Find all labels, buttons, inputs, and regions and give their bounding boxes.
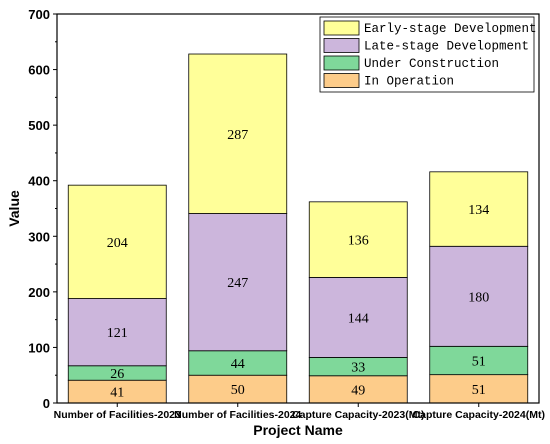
x-tick-label-2: Number of Facilities-2024 bbox=[174, 409, 301, 421]
bar-in-operation-4 bbox=[429, 374, 529, 404]
bar-late-stage-development-4 bbox=[429, 245, 529, 347]
legend-label-early-stage-development: Early-stage Development bbox=[364, 22, 537, 36]
y-tick-label-700: 700 bbox=[28, 7, 50, 22]
data-label-late-stage-development-1: 121 bbox=[107, 326, 128, 341]
y-tick-label-0: 0 bbox=[43, 396, 50, 411]
x-tick-label-4: Capture Capacity-2024(Mt) bbox=[413, 409, 545, 421]
bar-late-stage-development-1 bbox=[67, 298, 167, 367]
y-tick-label-500: 500 bbox=[28, 118, 50, 133]
legend-swatch-in-operation bbox=[323, 73, 360, 88]
data-label-in-operation-1: 41 bbox=[110, 386, 124, 401]
data-label-early-stage-development-3: 136 bbox=[348, 234, 369, 249]
legend-swatch-under-construction bbox=[323, 55, 360, 71]
x-tick-label-1: Number of Facilities-2023 bbox=[54, 409, 181, 421]
data-label-in-operation-4: 51 bbox=[472, 383, 486, 398]
bar-early-stage-development-1 bbox=[67, 184, 167, 299]
data-label-under-construction-1: 26 bbox=[110, 367, 124, 382]
bar-late-stage-development-3 bbox=[308, 277, 408, 358]
data-label-early-stage-development-4: 134 bbox=[468, 203, 489, 218]
data-label-in-operation-3: 49 bbox=[351, 383, 365, 398]
legend-label-late-stage-development: Late-stage Development bbox=[364, 40, 529, 54]
y-tick-label-600: 600 bbox=[28, 63, 50, 78]
x-tick-label-3: Capture Capacity-2023(Mt) bbox=[292, 409, 424, 421]
legend-swatch-late-stage-development bbox=[323, 38, 360, 53]
legend-label-in-operation: In Operation bbox=[364, 75, 454, 89]
bar-early-stage-development-2 bbox=[188, 53, 288, 214]
data-label-under-construction-4: 51 bbox=[472, 354, 486, 369]
data-label-under-construction-2: 44 bbox=[231, 357, 245, 372]
bar-under-construction-4 bbox=[429, 345, 529, 376]
y-axis-title: Value bbox=[6, 190, 22, 227]
bar-early-stage-development-3 bbox=[308, 201, 408, 278]
bar-in-operation-2 bbox=[188, 374, 288, 404]
legend-swatch-early-stage-development bbox=[323, 20, 360, 36]
y-tick-label-200: 200 bbox=[28, 285, 50, 300]
data-label-early-stage-development-2: 287 bbox=[227, 128, 248, 143]
data-label-late-stage-development-3: 144 bbox=[348, 311, 369, 326]
data-label-late-stage-development-2: 247 bbox=[227, 276, 248, 291]
data-label-under-construction-3: 33 bbox=[351, 361, 365, 376]
legend-label-under-construction: Under Construction bbox=[364, 57, 499, 71]
bar-early-stage-development-4 bbox=[429, 171, 529, 247]
y-tick-label-400: 400 bbox=[28, 174, 50, 189]
x-axis-title: Project Name bbox=[253, 422, 343, 438]
bar-late-stage-development-2 bbox=[188, 213, 288, 352]
data-label-in-operation-2: 50 bbox=[231, 383, 245, 398]
bar-under-construction-2 bbox=[188, 350, 288, 376]
data-label-early-stage-development-1: 204 bbox=[107, 236, 128, 251]
y-tick-label-300: 300 bbox=[28, 229, 50, 244]
data-label-late-stage-development-4: 180 bbox=[468, 290, 489, 305]
y-tick-label-100: 100 bbox=[28, 340, 50, 355]
